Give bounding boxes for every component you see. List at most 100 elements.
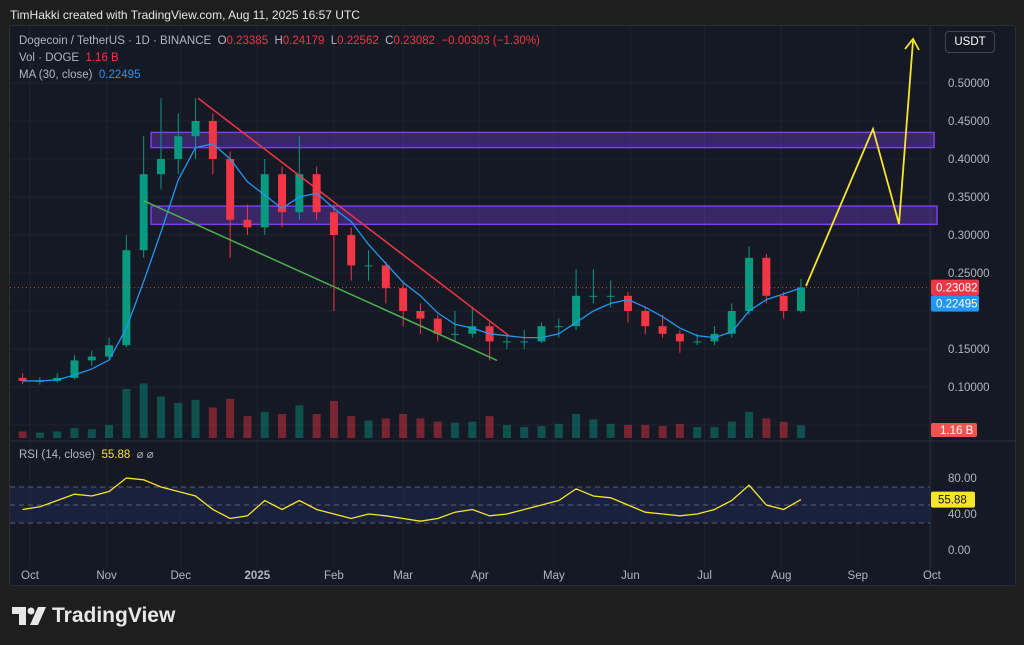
candle-body [87,356,96,361]
time-tick: Nov [96,570,117,582]
candle-body [589,295,598,297]
volume-bar [693,427,702,438]
volume-bar [329,400,338,438]
last-price-label: 0.23082 [936,283,978,295]
volume-bar [589,419,598,438]
price-tick: 0.30000 [948,230,990,242]
volume-bar [260,411,269,438]
candle-body [762,257,771,296]
projection-arrow-icon [904,37,920,51]
candle-body [727,311,736,334]
candle-body [468,326,477,334]
candle-body [260,174,269,228]
time-tick: Jul [697,570,712,582]
ma-price-label-bg [931,295,979,312]
symbol-title: Dogecoin / TetherUS · 1D · BINANCE [19,35,212,47]
volume-bar [278,414,287,438]
volume-bar [796,425,805,438]
volume-bar [641,424,650,438]
time-tick: Aug [771,570,791,582]
price-tick: 0.10000 [948,382,990,394]
volume-bar [312,414,321,438]
close-label: C [385,35,394,47]
volume-bar [572,414,581,438]
candle-body [156,159,165,175]
candle-body [191,121,200,137]
candle-body [139,174,148,251]
close-value: 0.23082 [393,35,436,47]
volume-bar [174,403,183,438]
rsi-legend: RSI (14, close) 55.88 ⌀ ⌀ [19,447,154,461]
projection-path [805,40,914,287]
price-chart[interactable]: 0.50000 0.45000 0.40000 0.35000 0.30000 0.250… [10,26,1016,586]
volume-bar [727,421,736,438]
volume-bar [122,388,131,438]
rsi-visibility-icon[interactable]: ⌀ ⌀ [136,449,154,461]
high-value: 0.24179 [282,35,325,47]
open-value: 0.23385 [226,35,269,47]
candle-body [572,295,581,327]
rsi-tick: 80.00 [948,473,977,485]
volume-bar [554,423,563,438]
volume-bar [208,407,217,438]
price-tick: 0.50000 [948,78,990,90]
candle-body [105,345,114,357]
candle-body [174,136,183,159]
candle-body [18,377,27,381]
candle-body [606,295,615,297]
candle-body [208,121,217,159]
price-tick: 0.15000 [948,344,990,356]
volume-bar [623,424,632,438]
candle-body [779,295,788,311]
candle-body [381,265,390,289]
volume-bar [18,431,27,438]
candle-body [278,174,287,213]
candle-body [520,341,529,343]
volume-bar [347,416,356,438]
support-trendline [143,200,498,362]
volume-bar [53,431,62,438]
candle-body [693,341,702,343]
logo-text: TradingView [52,604,176,627]
candle-body [554,326,563,328]
rsi-tick: 40.00 [948,509,977,521]
volume-bar [433,421,442,438]
volume-bar [537,426,546,438]
price-tick: 0.40000 [948,154,990,166]
volume-bar [520,427,529,438]
volume-bar [364,420,373,438]
volume-bar [156,396,165,438]
low-value: 0.22562 [337,35,379,47]
time-tick: May [543,570,565,582]
change-value: −0.00303 (−1.30%) [441,35,540,47]
candle-body [675,333,684,342]
volume-bar [675,423,684,438]
currency-button[interactable]: USDT [945,31,995,53]
time-tick: Oct [923,570,942,582]
volume-bar [191,399,200,438]
volume-bar [399,414,408,438]
rsi-label: RSI (14, close) [19,449,96,461]
candle-body [796,287,805,311]
time-tick: 2025 [245,570,271,582]
candle-body [226,159,235,220]
tradingview-logo-icon [12,607,46,625]
volume-label: Vol · DOGE [19,52,80,64]
candle-body [329,212,338,235]
chart-panel[interactable]: 0.50000 0.45000 0.40000 0.35000 0.30000 0.250… [9,25,1016,586]
price-tick: 0.45000 [948,116,990,128]
ma-value: 0.22495 [98,69,141,81]
volume-label-bg [931,423,977,437]
volume-bar [451,422,460,438]
candle-body [433,318,442,334]
ma-legend: MA (30, close) 0.22495 [19,69,140,81]
volume-bar [606,423,615,438]
time-tick: Sep [848,570,868,582]
rsi-value: 55.88 [101,449,131,461]
candle-body [658,326,667,334]
time-tick: Oct [21,570,40,582]
candle-body [399,288,408,311]
price-tick: 0.35000 [948,192,990,204]
ma-price-label: 0.22495 [936,299,978,311]
volume-bar [502,424,511,438]
